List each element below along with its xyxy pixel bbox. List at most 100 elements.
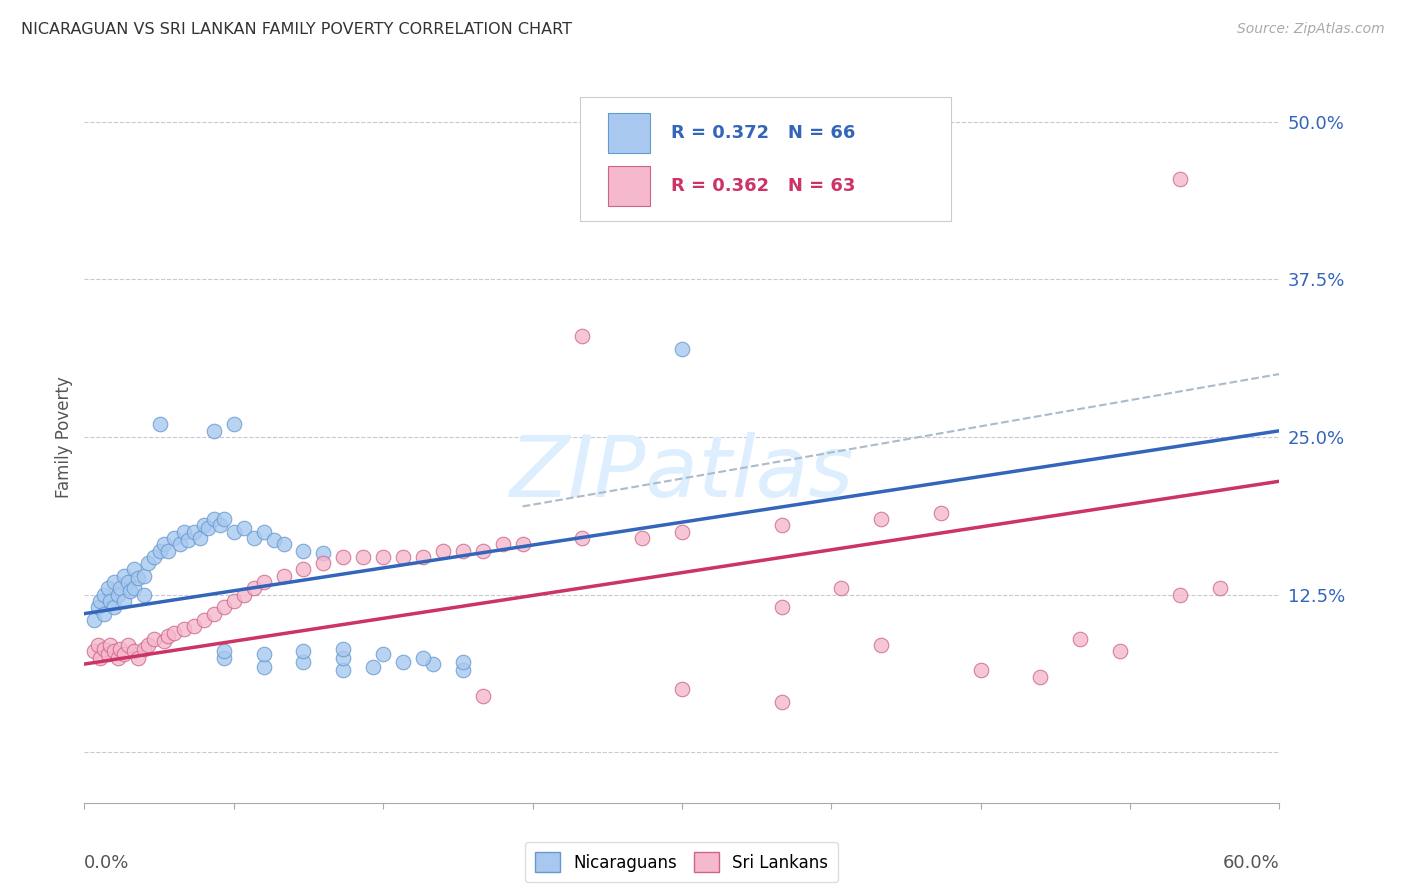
Point [89,594,111,608]
Point [157,629,180,643]
Point [222,524,245,539]
Point [671,524,693,539]
Text: 60.0%: 60.0% [1223,854,1279,872]
Point [193,613,215,627]
Text: ZIPatlas: ZIPatlas [510,432,853,516]
Point [98,638,121,652]
Point [222,594,245,608]
Point [212,644,235,658]
Point [671,682,693,697]
Point [127,571,149,585]
Point [157,543,180,558]
Point [412,650,434,665]
Point [117,638,139,652]
Point [451,655,474,669]
Point [242,582,264,596]
Point [770,695,793,709]
Point [112,569,135,583]
Point [1168,171,1191,186]
Point [512,537,534,551]
Point [163,625,186,640]
Point [212,650,235,665]
Point [870,638,893,652]
Point [127,650,149,665]
Point [153,537,176,551]
Point [107,588,129,602]
Point [97,647,120,661]
Point [292,543,315,558]
Point [149,543,172,558]
Text: 0.0%: 0.0% [84,854,129,872]
Point [273,537,295,551]
Point [253,659,276,673]
Point [253,575,276,590]
Point [169,537,191,551]
Point [1109,644,1132,658]
Point [471,543,494,558]
Text: R = 0.362   N = 63: R = 0.362 N = 63 [671,177,855,194]
FancyBboxPatch shape [581,97,950,221]
Point [173,622,195,636]
Point [202,607,225,621]
Point [212,512,235,526]
Point [153,634,176,648]
Point [202,512,225,526]
Legend: Nicaraguans, Sri Lankans: Nicaraguans, Sri Lankans [526,842,838,882]
Point [352,549,374,564]
Point [122,582,145,596]
Point [117,575,139,590]
Point [183,524,205,539]
Point [571,329,593,343]
Point [292,655,315,669]
Point [143,549,166,564]
Point [107,650,129,665]
Point [571,531,593,545]
Point [253,524,276,539]
Point [212,600,235,615]
Point [253,647,276,661]
Point [93,607,115,621]
Point [112,647,135,661]
Point [93,642,115,657]
Point [263,533,285,548]
Point [929,506,952,520]
Point [132,569,156,583]
Point [492,537,515,551]
Point [232,521,254,535]
Point [93,588,115,602]
Point [422,657,444,671]
Point [1069,632,1091,646]
Point [222,417,245,432]
Point [89,650,111,665]
Point [122,562,145,576]
Point [1029,670,1052,684]
Text: NICARAGUAN VS SRI LANKAN FAMILY POVERTY CORRELATION CHART: NICARAGUAN VS SRI LANKAN FAMILY POVERTY … [21,22,572,37]
Point [770,600,793,615]
Point [412,549,434,564]
FancyBboxPatch shape [607,166,650,206]
Point [292,644,315,658]
Point [193,518,215,533]
Point [197,521,219,535]
Point [312,546,335,560]
Point [1208,582,1230,596]
Text: R = 0.372   N = 66: R = 0.372 N = 66 [671,124,855,142]
Point [132,588,156,602]
Point [232,588,254,602]
Point [332,642,354,657]
Point [112,594,135,608]
Point [332,650,354,665]
Point [173,524,195,539]
Point [671,342,693,356]
Point [371,647,394,661]
Point [471,689,494,703]
Point [83,644,105,658]
Point [451,664,474,678]
Point [292,562,315,576]
Point [451,543,474,558]
Y-axis label: Family Poverty: Family Poverty [55,376,73,498]
Point [830,582,852,596]
Point [120,583,142,598]
Point [98,594,121,608]
Point [332,664,354,678]
